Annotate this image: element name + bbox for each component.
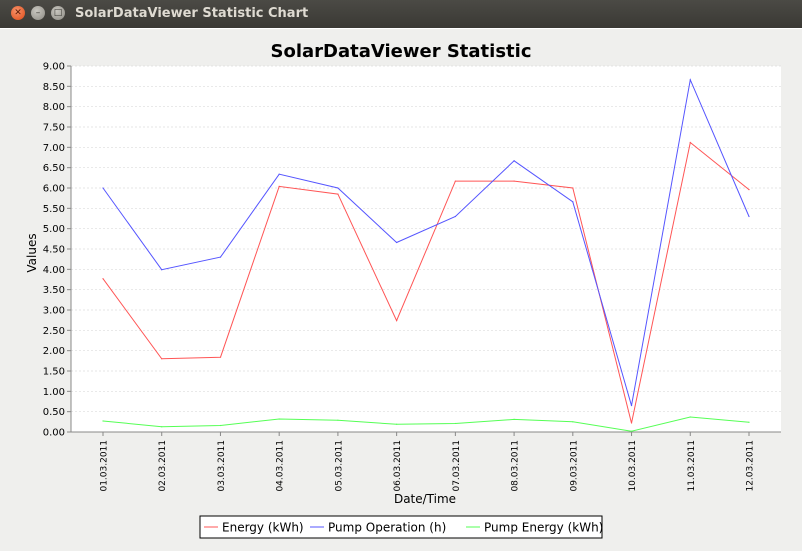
series-line [102,416,750,432]
data-point [102,278,104,280]
data-point [748,215,750,218]
data-point [513,180,515,182]
y-tick-label: 9.00 [43,62,65,73]
minimize-button[interactable]: – [31,6,45,20]
data-point [102,187,104,189]
data-point [572,201,574,203]
x-tick-label: 08.03.2011 [511,440,521,492]
series-line [102,78,750,406]
x-tick-label: 03.03.2011 [217,440,227,492]
y-tick-label: 4.50 [43,245,65,256]
maximize-button[interactable]: □ [51,6,65,20]
y-tick-label: 7.00 [43,143,65,154]
y-tick-label: 5.00 [43,224,65,235]
legend-entry: Energy (kWh) [222,521,304,535]
data-point [513,160,515,162]
data-point [278,185,280,187]
y-tick-label: 3.00 [43,306,65,317]
chart-title: SolarDataViewer Statistic [271,41,532,62]
x-tick-label: 07.03.2011 [452,440,462,492]
x-tick-label: 04.03.2011 [276,440,286,492]
title-bar[interactable]: ✕ – □ SolarDataViewer Statistic Chart [0,0,802,28]
y-tick-label: 0.00 [43,428,65,439]
x-tick-label: 12.03.2011 [746,440,756,492]
data-point [337,193,339,195]
title-divider [0,28,802,29]
data-point [102,420,104,422]
x-tick-label: 11.03.2011 [687,440,697,492]
legend-entry: Pump Operation (h) [328,521,446,535]
data-point [337,187,339,189]
legend-box [199,515,603,539]
data-point [689,79,691,81]
data-point [748,189,750,191]
data-point [454,422,456,425]
x-tick-label: 02.03.2011 [158,440,168,492]
data-point [454,215,456,218]
y-tick-label: 8.00 [43,102,65,113]
data-point [219,356,222,358]
legend-entry: Pump Energy (kWh) [484,521,603,535]
window-title: SolarDataViewer Statistic Chart [75,6,309,21]
x-axis-label: Date/Time [394,492,456,506]
x-tick-label: 06.03.2011 [393,440,403,492]
line-chart: SolarDataViewer Statistic 0.00 0.50 1.00 1.… [25,41,781,539]
data-point [630,404,633,407]
data-point [219,256,222,258]
y-tick-label: 7.50 [43,123,65,134]
y-axis-label: Values [25,233,39,272]
y-tick-label: 5.50 [43,204,65,215]
data-point [278,173,280,175]
series-line [102,141,750,424]
y-tick-label: 1.00 [43,387,65,398]
x-tick-label: 09.03.2011 [569,440,579,492]
data-point [630,422,633,424]
data-point [396,241,398,244]
plot-area [71,66,781,432]
legend: Energy (kWh) Pump Operation (h) Pump Energ… [199,515,603,539]
y-tick-label: 4.00 [43,265,65,276]
data-point [748,421,750,423]
data-point [161,269,163,271]
data-point [572,187,574,189]
data-point [689,416,691,418]
y-tick-label: 0.50 [43,407,65,418]
data-point [278,418,280,420]
close-button[interactable]: ✕ [11,6,25,20]
data-point [513,418,515,420]
y-tick-label: 8.50 [43,82,65,93]
x-tick-label: 01.03.2011 [100,440,110,492]
y-tick-label: 6.00 [43,184,65,195]
y-tick-label: 2.00 [43,346,65,357]
data-point [572,421,574,423]
data-point [219,424,222,427]
data-point [396,423,398,425]
y-tick-label: 6.50 [43,163,65,174]
data-point [396,319,398,322]
y-tick-label: 1.50 [43,367,65,378]
y-tick-label: 2.50 [43,326,65,337]
data-point [161,358,163,360]
data-point [454,180,456,182]
data-point [337,419,339,421]
data-point [161,426,163,428]
x-tick-label: 10.03.2011 [628,440,638,492]
data-point [630,430,633,432]
x-tick-label: 05.03.2011 [334,440,344,492]
data-point [689,141,691,144]
y-tick-label: 3.50 [43,285,65,296]
